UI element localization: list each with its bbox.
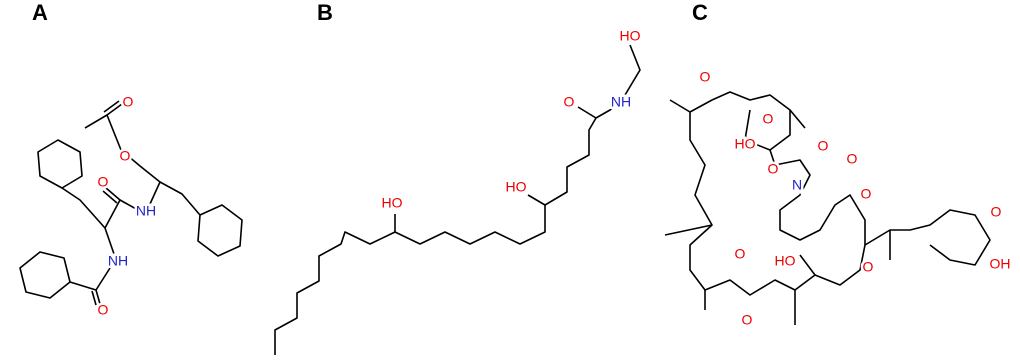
bond	[149, 181, 161, 205]
bond	[789, 109, 806, 129]
atom-label: O	[700, 69, 711, 85]
panel-label: C	[692, 0, 708, 25]
bond	[84, 114, 201, 216]
macrocycle	[689, 99, 991, 296]
atom-label: O	[120, 148, 131, 164]
atom-label: O	[735, 246, 746, 262]
atom-label: NH	[108, 253, 128, 269]
ring	[19, 251, 71, 299]
bond	[577, 106, 597, 119]
atom-label: O	[768, 161, 779, 177]
atom-label: O	[861, 186, 872, 202]
bond	[61, 187, 139, 229]
bond	[95, 289, 101, 305]
ring	[197, 204, 243, 257]
bond	[105, 187, 121, 201]
atom-label: O	[123, 94, 134, 110]
bonds	[19, 44, 991, 355]
bond	[91, 290, 97, 306]
atom-label: O	[742, 312, 753, 328]
atom-label: O	[98, 302, 109, 318]
ring	[37, 139, 83, 189]
atom-label: HO	[506, 179, 527, 195]
atom-label: HO	[735, 136, 756, 152]
atom-label: O	[98, 174, 109, 190]
ring	[769, 149, 866, 245]
atom-label: HO	[382, 195, 403, 211]
atom-label: HO	[775, 253, 796, 269]
bond	[104, 227, 115, 255]
atom-label: OH	[990, 256, 1011, 272]
chain	[274, 44, 641, 355]
bond	[103, 100, 120, 113]
bond	[669, 99, 691, 113]
bond	[106, 103, 123, 116]
atom-label: O	[818, 138, 829, 154]
atom-label: N	[792, 177, 802, 193]
atom-label: O	[847, 151, 858, 167]
atom-label: NH	[611, 94, 631, 110]
atom-label: O	[991, 204, 1002, 220]
atom-label: HO	[620, 28, 641, 44]
atom-label: NH	[136, 203, 156, 219]
bond	[664, 224, 713, 236]
bond	[69, 267, 111, 291]
panel-label: B	[317, 0, 333, 25]
atom-label: O	[863, 259, 874, 275]
bond	[799, 254, 816, 276]
atom-label: O	[763, 111, 774, 127]
panel-label: A	[32, 0, 48, 25]
bond	[102, 190, 118, 204]
atom-label: O	[564, 94, 575, 110]
bond	[527, 194, 546, 206]
